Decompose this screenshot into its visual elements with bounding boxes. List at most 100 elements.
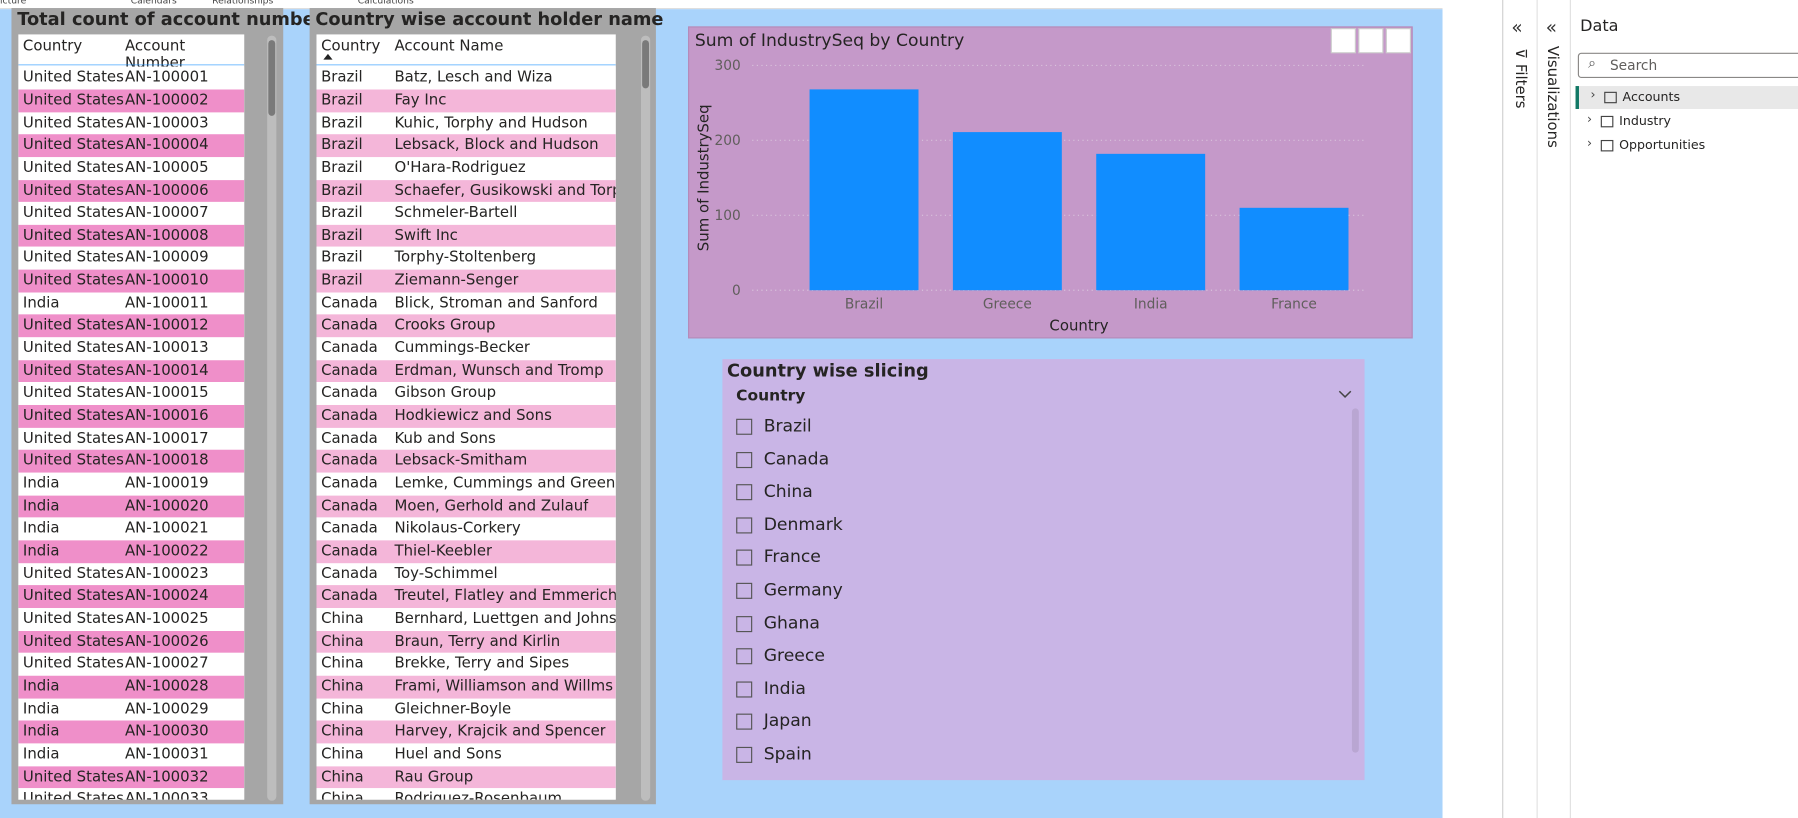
- slicer-item[interactable]: Germany: [736, 579, 1195, 604]
- table-row[interactable]: China Rau Group: [316, 765, 616, 789]
- slicer-item[interactable]: Brazil: [736, 415, 1195, 440]
- ribbon-label[interactable]: Relationships: [212, 0, 274, 6]
- table-entry[interactable]: › Accounts: [1575, 86, 1798, 109]
- table-row[interactable]: China Braun, Terry and Kirlin: [316, 630, 616, 654]
- visualizations-pane-label[interactable]: Visualizations: [1543, 45, 1561, 148]
- table-row[interactable]: Brazil Fay Inc: [316, 89, 616, 112]
- table-row[interactable]: Canada Cummings-Becker: [316, 337, 616, 360]
- table-row[interactable]: Canada Nikolaus-Corkery: [316, 517, 616, 541]
- table-row[interactable]: Canada Lemke, Cummings and Green: [316, 472, 616, 496]
- table-row[interactable]: United States AN-100006: [18, 179, 245, 203]
- column-header[interactable]: Account Name: [394, 37, 504, 56]
- table-row[interactable]: United States AN-100001: [18, 66, 245, 90]
- slicer-item[interactable]: Greece: [736, 645, 1195, 670]
- table-row[interactable]: China Gleichner-Boyle: [316, 698, 616, 721]
- checkbox[interactable]: [736, 484, 753, 501]
- column-header[interactable]: Country: [321, 37, 381, 56]
- table-entry[interactable]: › Industry: [1576, 110, 1798, 133]
- table-row[interactable]: Brazil Kuhic, Torphy and Hudson: [316, 111, 616, 135]
- table-row[interactable]: India AN-100019: [18, 472, 245, 496]
- slicer-item[interactable]: Spain: [736, 743, 1195, 768]
- table-row[interactable]: United States AN-100003: [18, 111, 245, 135]
- checkbox[interactable]: [736, 549, 753, 567]
- slicer-item[interactable]: Ghana: [736, 612, 1195, 637]
- checkbox[interactable]: [736, 746, 753, 763]
- checkbox[interactable]: [736, 681, 753, 698]
- table-row[interactable]: United States AN-100002: [18, 89, 245, 112]
- table-row[interactable]: United States AN-100013: [18, 337, 245, 360]
- table-visual[interactable]: Country wise account holder name Country…: [309, 8, 663, 805]
- slicer-item[interactable]: Canada: [736, 448, 1195, 473]
- bar[interactable]: [1239, 207, 1349, 291]
- scrollbar[interactable]: [1351, 408, 1359, 753]
- table-row[interactable]: United States AN-100008: [18, 224, 245, 248]
- table-row[interactable]: Brazil Lebsack, Block and Hudson: [316, 134, 616, 157]
- dropdown-icon[interactable]: [1337, 389, 1353, 400]
- scrollbar[interactable]: [267, 35, 277, 801]
- column-header[interactable]: Country: [22, 37, 83, 56]
- table-row[interactable]: United States AN-100004: [18, 134, 245, 157]
- table-row[interactable]: China Huel and Sons: [316, 743, 616, 766]
- bar[interactable]: [1096, 153, 1206, 291]
- table-row[interactable]: China Brekke, Terry and Sipes: [316, 653, 616, 676]
- checkbox[interactable]: [736, 418, 753, 435]
- table-row[interactable]: China Rodriguez-Rosenbaum: [316, 788, 616, 800]
- table-entry[interactable]: › Opportunities: [1576, 134, 1798, 157]
- checkbox[interactable]: [736, 615, 753, 632]
- table-row[interactable]: Brazil O'Hara-Rodriguez: [316, 156, 616, 180]
- slicer-item[interactable]: China: [736, 481, 1195, 506]
- table-row[interactable]: Canada Gibson Group: [316, 382, 616, 406]
- checkbox[interactable]: [736, 582, 753, 599]
- table-row[interactable]: United States AN-100010: [18, 269, 245, 293]
- table-row[interactable]: United States AN-100033: [18, 788, 245, 800]
- table-visual[interactable]: Total count of account number Country Acc…: [11, 8, 323, 805]
- table-row[interactable]: Brazil Ziemann-Senger: [316, 269, 616, 293]
- scrollbar[interactable]: [640, 35, 651, 801]
- checkbox[interactable]: [736, 714, 753, 731]
- checkbox[interactable]: [736, 451, 753, 468]
- table-row[interactable]: United States AN-100005: [18, 156, 245, 180]
- table-row[interactable]: Brazil Schmeler-Bartell: [316, 202, 616, 225]
- table-row[interactable]: Canada Treutel, Flatley and Emmerich: [316, 585, 616, 609]
- slicer-item[interactable]: France: [736, 547, 1195, 572]
- table-row[interactable]: United States AN-100009: [18, 247, 245, 270]
- collapse-icon[interactable]: «: [1511, 16, 1523, 38]
- chart-visual[interactable]: Sum of IndustrySeq by Country 0 100 200 300 B…: [688, 26, 1413, 339]
- table-row[interactable]: Canada Blick, Stroman and Sanford: [316, 292, 616, 315]
- slicer-item[interactable]: India: [736, 678, 1195, 703]
- table-row[interactable]: China Bernhard, Luettgen and Johnson: [316, 608, 616, 631]
- table-row[interactable]: India AN-100028: [18, 675, 245, 699]
- table-row[interactable]: United States AN-100014: [18, 359, 245, 383]
- table-row[interactable]: India AN-100031: [18, 743, 245, 766]
- table-row[interactable]: United States AN-100023: [18, 562, 245, 586]
- table-row[interactable]: India AN-100022: [18, 540, 245, 563]
- slicer-item[interactable]: Denmark: [736, 514, 1195, 539]
- table-row[interactable]: India AN-100021: [18, 517, 245, 541]
- table-row[interactable]: United States AN-100018: [18, 450, 245, 473]
- table-row[interactable]: Canada Lebsack-Smitham: [316, 450, 616, 473]
- table-row[interactable]: Brazil Torphy-Stoltenberg: [316, 247, 616, 270]
- table-row[interactable]: United States AN-100007: [18, 202, 245, 225]
- bar[interactable]: [952, 132, 1062, 291]
- table-row[interactable]: India AN-100029: [18, 698, 245, 721]
- table-row[interactable]: Canada Erdman, Wunsch and Tromp: [316, 359, 616, 383]
- table-row[interactable]: India AN-100011: [18, 292, 245, 315]
- visual-header-button[interactable]: [1385, 28, 1411, 54]
- ribbon-label[interactable]: Calendars: [130, 0, 177, 6]
- checkbox[interactable]: [736, 517, 753, 534]
- table-row[interactable]: China Frami, Williamson and Willms: [316, 675, 616, 699]
- table-row[interactable]: China Harvey, Krajcik and Spencer: [316, 720, 616, 744]
- bar[interactable]: [809, 89, 919, 291]
- visual-header-button[interactable]: [1358, 28, 1384, 54]
- table-row[interactable]: United States AN-100012: [18, 314, 245, 338]
- table-row[interactable]: Brazil Schaefer, Gusikowski and Torp: [316, 179, 616, 203]
- table-row[interactable]: United States AN-100032: [18, 765, 245, 789]
- table-row[interactable]: Brazil Batz, Lesch and Wiza: [316, 66, 616, 90]
- visual-header-button[interactable]: [1330, 28, 1356, 54]
- table-row[interactable]: United States AN-100024: [18, 585, 245, 609]
- checkbox[interactable]: [736, 648, 753, 665]
- table-row[interactable]: Canada Hodkiewicz and Sons: [316, 405, 616, 428]
- table-row[interactable]: United States AN-100026: [18, 630, 245, 654]
- table-row[interactable]: Canada Toy-Schimmel: [316, 562, 616, 586]
- search-box[interactable]: ⌕ Search: [1577, 52, 1798, 79]
